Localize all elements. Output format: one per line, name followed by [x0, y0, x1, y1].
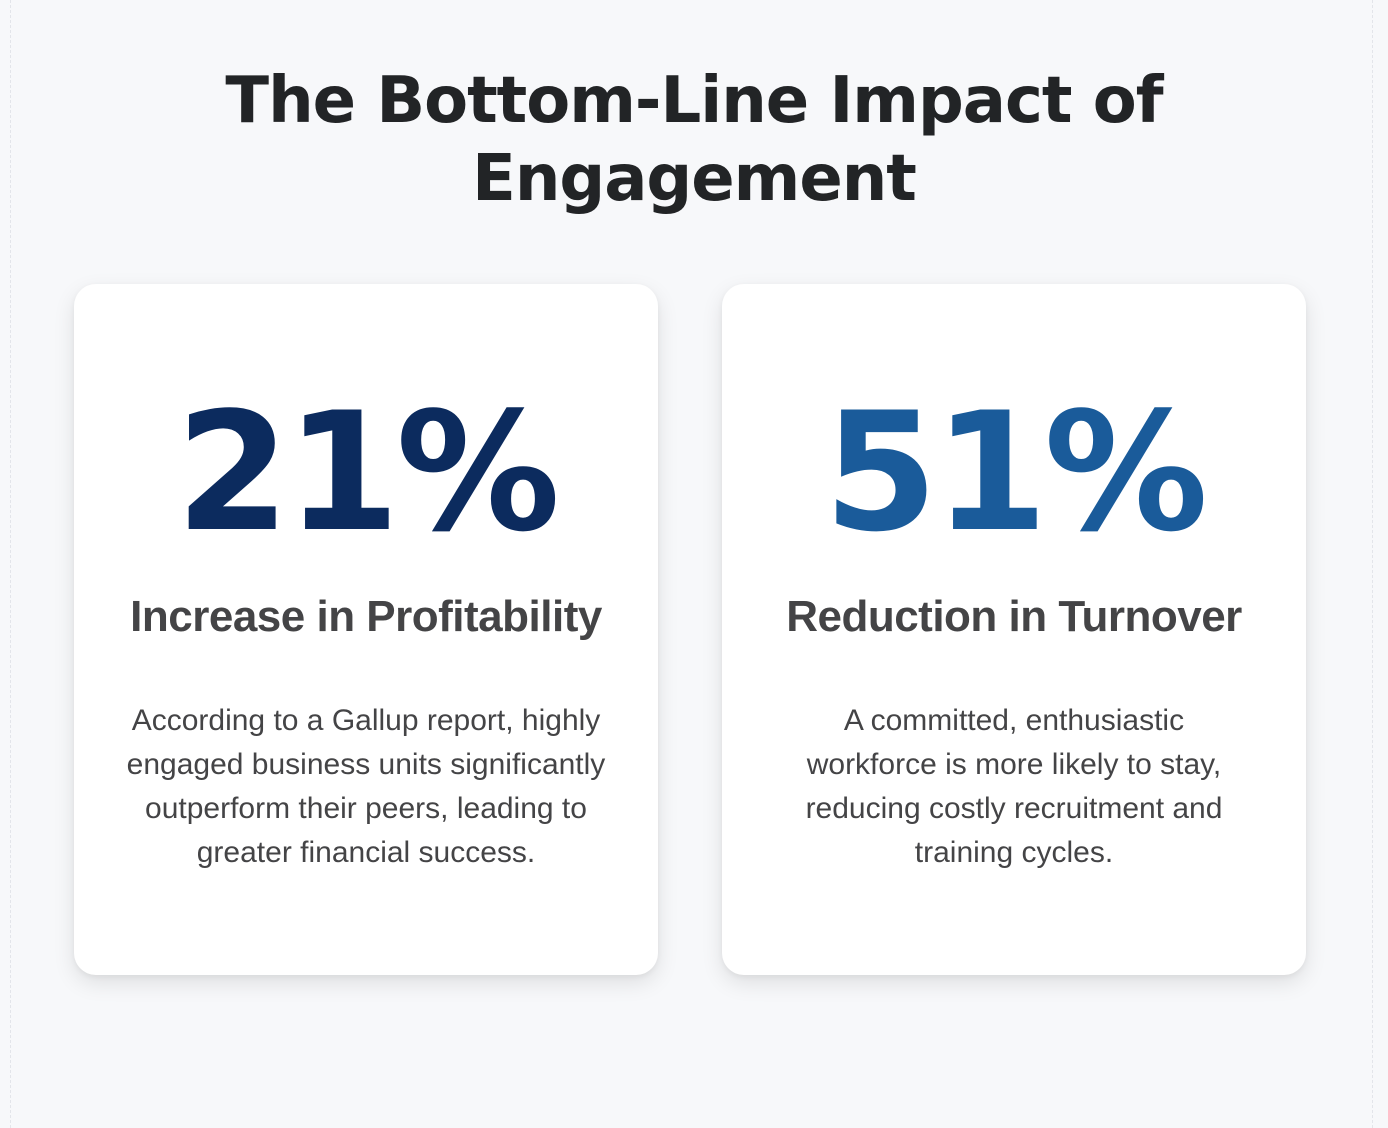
profitability-stat-description: According to a Gallup report, highly eng…	[126, 703, 606, 869]
profitability-stat-value: 21%	[175, 376, 561, 568]
profitability-stat-card: 21% Increase in Profitability According …	[74, 284, 658, 975]
profitability-stat-label: Increase in Profitability	[130, 591, 602, 641]
turnover-stat-card: 51% Reduction in Turnover A committed, e…	[722, 284, 1306, 975]
page-title-line-1: The Bottom-Line Impact of	[225, 64, 1163, 138]
right-guide-line	[1372, 0, 1373, 1128]
left-guide-line	[10, 0, 11, 1128]
turnover-stat-description: A committed, enthusiastic workforce is m…	[805, 703, 1223, 869]
turnover-stat-label: Reduction in Turnover	[786, 591, 1242, 641]
turnover-stat-value: 51%	[823, 376, 1209, 568]
page-title-line-2: Engagement	[472, 142, 917, 216]
page-title: The Bottom-Line Impact of Engagement	[0, 62, 1388, 218]
